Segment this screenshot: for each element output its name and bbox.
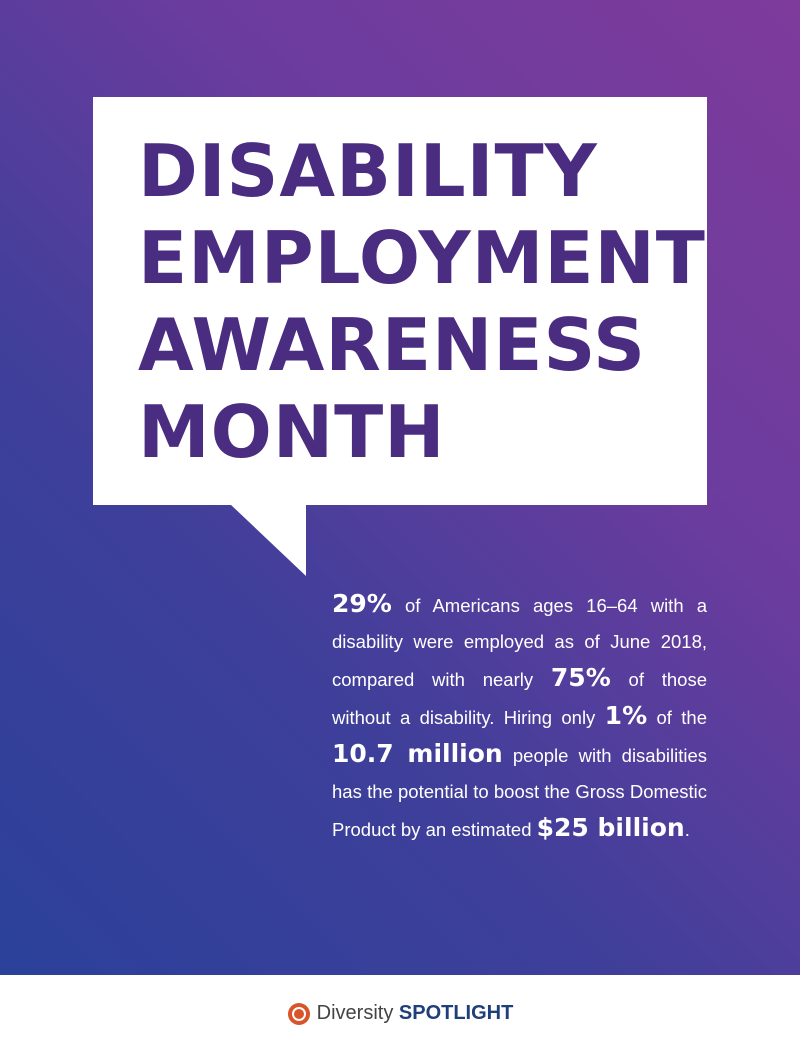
stat: 10.7 million bbox=[332, 739, 503, 768]
stat: 29% bbox=[332, 589, 392, 618]
text: of Americans ages 16–64 with a disabilit… bbox=[332, 595, 708, 690]
stat: $25 billion bbox=[536, 813, 685, 842]
text: of the bbox=[656, 707, 707, 728]
brand-strong: SPOTLIGHT bbox=[398, 1002, 514, 1024]
tail-shape bbox=[230, 504, 306, 576]
logo-icon bbox=[287, 1002, 310, 1025]
stat: 75% bbox=[550, 663, 611, 692]
text: people with disabilities has the potenti… bbox=[332, 745, 708, 840]
title: DISABILITY EMPLOYMENT AWARENESS MONTH bbox=[138, 128, 706, 476]
speech-bubble bbox=[93, 97, 707, 505]
brand: Diversity SPOTLIGHT bbox=[317, 1002, 514, 1025]
logo-circle bbox=[287, 1002, 310, 1025]
text: of those without a disability. Hiring on… bbox=[332, 669, 707, 728]
logo-ring bbox=[291, 1006, 306, 1021]
title-line: EMPLOYMENT bbox=[138, 216, 706, 300]
title-line: DISABILITY bbox=[138, 129, 598, 213]
footer: Diversity SPOTLIGHT bbox=[0, 975, 800, 1052]
brand-name: Diversity bbox=[316, 1002, 394, 1024]
speech-tail bbox=[0, 0, 800, 600]
title-line: AWARENESS bbox=[138, 303, 646, 387]
stat: 1% bbox=[604, 701, 648, 730]
body-text: 29% of Americans ages 16–64 with a disab… bbox=[332, 586, 707, 848]
title-line: MONTH bbox=[138, 390, 446, 474]
text: . bbox=[684, 819, 690, 840]
